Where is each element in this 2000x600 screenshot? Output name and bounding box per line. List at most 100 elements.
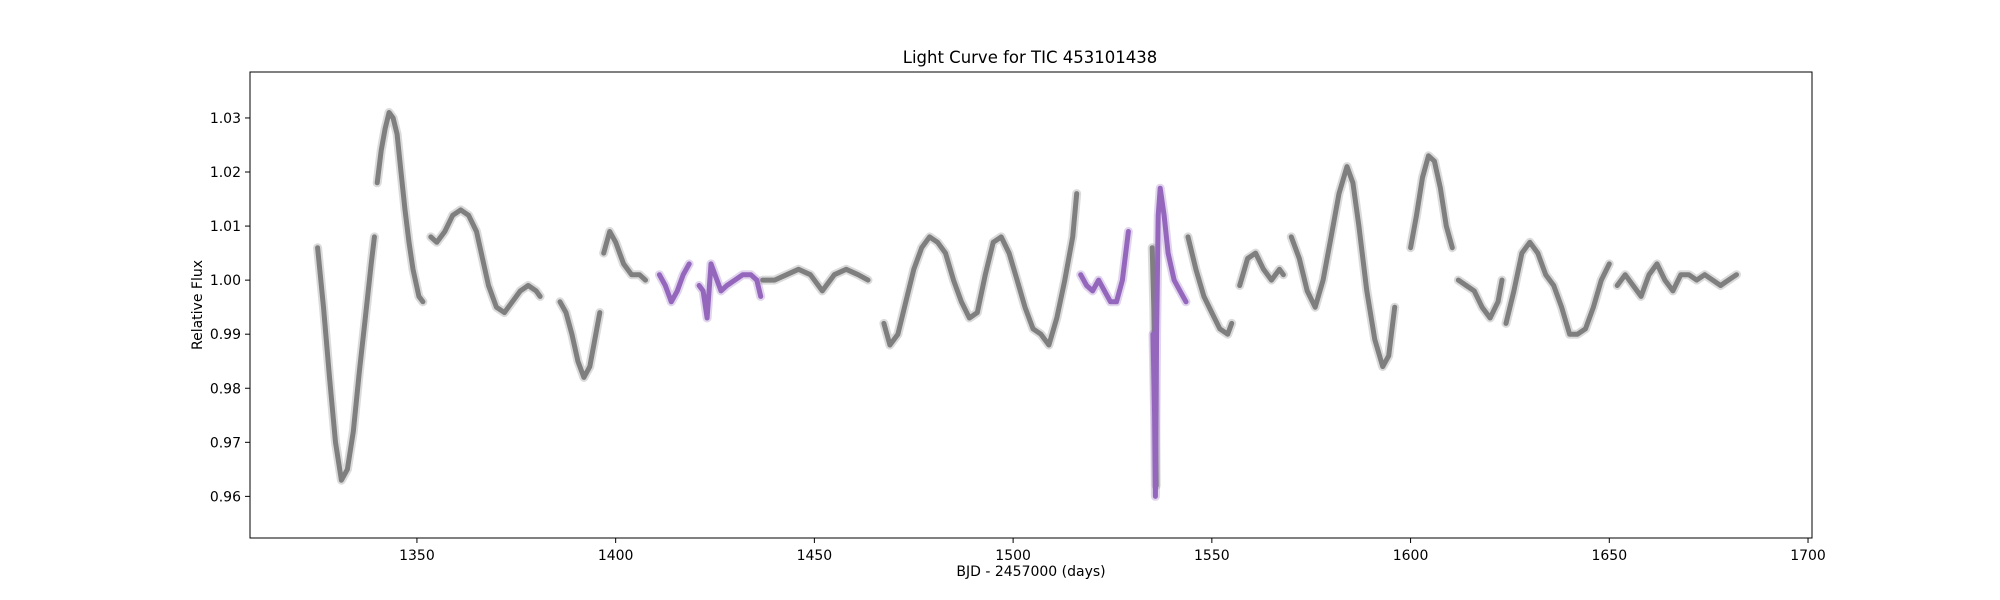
data-point (820, 288, 825, 294)
flux-segment-gray-12 (1453, 275, 1507, 323)
data-point (844, 267, 849, 272)
data-point (375, 180, 380, 185)
y-tick-label: 0.99 (210, 327, 241, 343)
data-point (911, 267, 916, 272)
data-point (708, 261, 714, 267)
data-point (669, 299, 674, 304)
flux-segment-gray-8 (1183, 232, 1237, 339)
data-point (1165, 250, 1171, 256)
data-point (502, 310, 507, 315)
data-point (1702, 272, 1707, 277)
data-point (1414, 213, 1419, 218)
data-point (748, 272, 753, 277)
data-point (563, 310, 569, 315)
data-point (534, 288, 539, 294)
data-point (712, 272, 718, 277)
flux-line (428, 207, 543, 316)
data-point (718, 288, 724, 294)
data-point (1686, 272, 1692, 277)
data-point (510, 299, 515, 304)
data-point (357, 369, 362, 375)
data-point (315, 245, 320, 250)
data-point (696, 283, 702, 288)
data-point (1084, 283, 1089, 288)
data-point (1380, 364, 1385, 369)
data-point (687, 261, 692, 267)
data-point (1408, 245, 1413, 250)
data-point (999, 234, 1004, 240)
data-point (1158, 186, 1163, 191)
data-point (1289, 234, 1294, 240)
data-point (379, 148, 384, 153)
data-point (1022, 305, 1028, 310)
data-point (1456, 277, 1461, 283)
data-point (1074, 191, 1079, 196)
data-point (345, 467, 350, 472)
data-point (416, 294, 422, 299)
data-point (410, 267, 416, 272)
data-point (967, 315, 972, 321)
data-point (1185, 234, 1191, 240)
data-point (732, 277, 738, 283)
y-tick-label: 0.96 (210, 489, 241, 505)
data-point (1193, 267, 1199, 272)
data-point (657, 272, 662, 277)
data-point (1070, 234, 1075, 240)
data-point (526, 283, 531, 288)
data-point (758, 294, 763, 299)
flux-segment-gray-9 (1235, 248, 1288, 290)
data-point (1336, 191, 1342, 196)
data-point (740, 272, 745, 277)
flux-segment-gray-14 (1612, 259, 1741, 301)
data-point (1426, 153, 1431, 158)
flux-line (1503, 239, 1612, 337)
data-point (1126, 229, 1131, 234)
data-point (1320, 277, 1326, 283)
y-tick-label: 0.98 (210, 381, 241, 397)
data-point (486, 283, 491, 288)
data-point (1328, 234, 1334, 240)
data-point (832, 272, 837, 277)
data-point (1062, 277, 1068, 283)
data-point (420, 299, 426, 304)
data-point (1559, 305, 1564, 310)
data-point (1551, 283, 1556, 288)
plot-frame (249, 71, 1813, 539)
data-point (327, 375, 332, 380)
data-point (1535, 250, 1541, 256)
data-point (663, 283, 668, 288)
data-point (557, 299, 563, 304)
data-point (1479, 305, 1485, 310)
data-point (943, 250, 948, 256)
data-point (1108, 299, 1113, 304)
flux-segment-gray-2 (426, 205, 545, 318)
data-point (581, 375, 587, 380)
data-point (1030, 326, 1036, 331)
data-point (494, 305, 499, 310)
data-point (1519, 250, 1525, 256)
flux-line (374, 110, 426, 305)
data-point (333, 440, 338, 445)
flux-segment-gray-6 (879, 189, 1082, 350)
data-point (450, 213, 455, 218)
data-point (1177, 288, 1183, 294)
data-point (1344, 164, 1350, 169)
data-point (1444, 223, 1449, 229)
data-point (434, 240, 439, 245)
data-point (1225, 332, 1230, 337)
y-tick-label: 1.03 (210, 111, 241, 127)
x-tick-label: 1350 (399, 548, 435, 564)
data-point (1718, 283, 1723, 288)
data-point (1154, 332, 1159, 337)
data-point (1120, 277, 1125, 283)
data-point (1527, 240, 1533, 245)
data-point (1694, 277, 1699, 283)
data-point (1575, 332, 1580, 337)
data-point (1420, 175, 1425, 180)
flux-segment-gray-4 (599, 227, 650, 285)
data-point (386, 110, 392, 115)
data-point (1487, 315, 1493, 321)
data-point (390, 115, 396, 121)
flux-segment-gray-11 (1406, 151, 1457, 253)
